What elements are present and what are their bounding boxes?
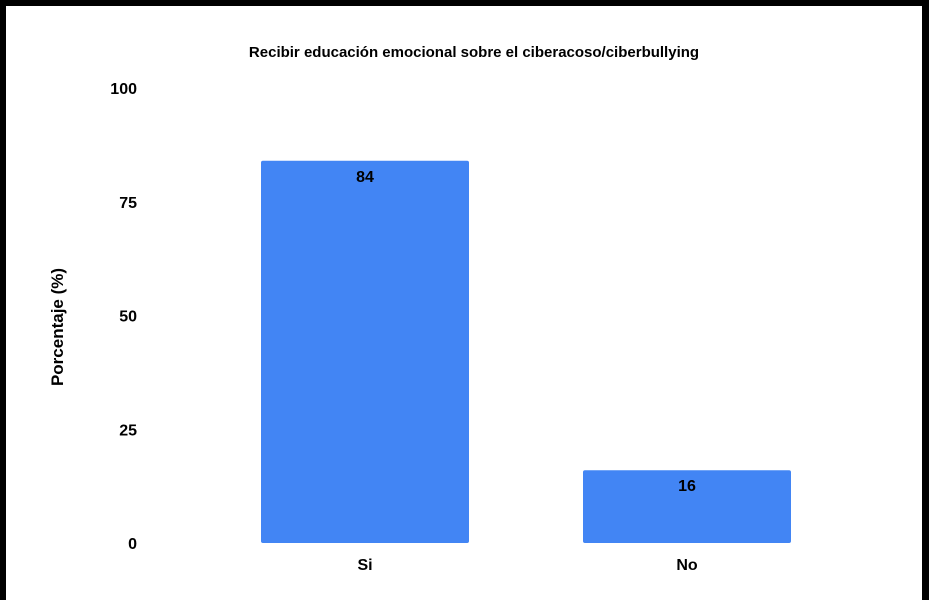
y-tick-label: 100 <box>110 81 137 98</box>
chart-title: Recibir educación emocional sobre el cib… <box>249 44 699 61</box>
bar-no <box>583 470 791 543</box>
y-tick-labels: 0 25 50 75 100 <box>110 81 137 553</box>
y-axis-label: Porcentaje (%) <box>48 268 67 386</box>
x-tick-label: No <box>676 557 698 574</box>
y-tick-label: 75 <box>119 195 137 212</box>
y-tick-label: 50 <box>119 309 137 326</box>
data-labels: 84 16 <box>356 169 696 495</box>
x-tick-labels: Si No <box>357 557 697 574</box>
y-tick-label: 0 <box>128 536 137 553</box>
y-tick-label: 25 <box>119 422 137 439</box>
data-label: 84 <box>356 169 374 186</box>
x-tick-label: Si <box>357 557 372 574</box>
bars <box>261 160 791 544</box>
bar-si <box>261 160 469 544</box>
data-label: 16 <box>678 478 696 495</box>
